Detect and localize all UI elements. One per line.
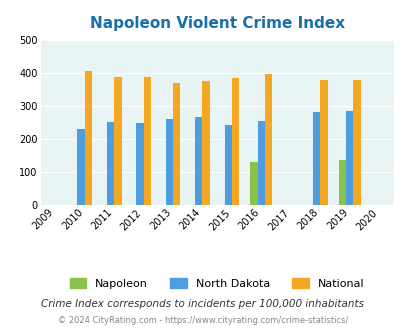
Text: © 2024 CityRating.com - https://www.cityrating.com/crime-statistics/: © 2024 CityRating.com - https://www.city… [58,316,347,325]
Legend: Napoleon, North Dakota, National: Napoleon, North Dakota, National [64,273,369,294]
Bar [231,78,239,205]
Bar [338,160,345,205]
Text: Crime Index corresponds to incidents per 100,000 inhabitants: Crime Index corresponds to incidents per… [41,299,364,309]
Bar [77,129,85,205]
Bar [107,122,114,205]
Title: Napoleon Violent Crime Index: Napoleon Violent Crime Index [90,16,344,31]
Bar [114,77,121,205]
Bar [320,80,327,205]
Bar [345,111,352,205]
Bar [257,121,264,205]
Bar [312,112,320,205]
Bar [250,162,257,205]
Bar [165,119,173,205]
Bar [143,77,151,205]
Bar [85,71,92,205]
Bar [352,80,360,205]
Bar [136,123,143,205]
Bar [202,81,209,205]
Bar [195,117,202,205]
Bar [264,74,272,205]
Bar [173,83,180,205]
Bar [224,125,231,205]
